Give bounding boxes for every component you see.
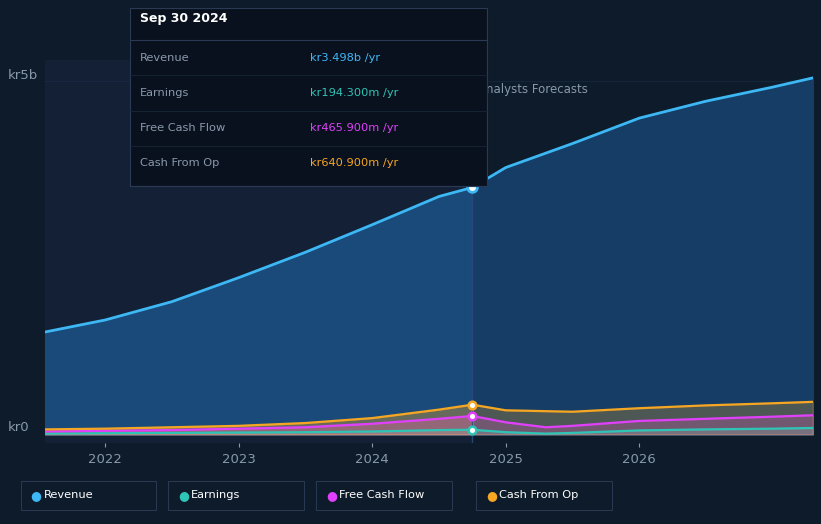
Text: Cash From Op: Cash From Op (140, 158, 219, 168)
Text: ●: ● (30, 489, 41, 501)
Text: ●: ● (178, 489, 189, 501)
Text: Cash From Op: Cash From Op (499, 490, 579, 500)
Text: ●: ● (326, 489, 337, 501)
Text: kr465.900m /yr: kr465.900m /yr (310, 123, 398, 133)
Text: kr0: kr0 (8, 421, 30, 433)
Text: kr3.498b /yr: kr3.498b /yr (310, 53, 380, 63)
Text: ●: ● (486, 489, 497, 501)
Bar (472, 60, 813, 443)
Text: Earnings: Earnings (140, 88, 189, 98)
Text: Sep 30 2024: Sep 30 2024 (140, 12, 227, 25)
Text: Free Cash Flow: Free Cash Flow (140, 123, 225, 133)
Text: Free Cash Flow: Free Cash Flow (339, 490, 424, 500)
Text: Earnings: Earnings (191, 490, 241, 500)
Text: kr5b: kr5b (8, 70, 39, 82)
Text: Revenue: Revenue (140, 53, 189, 63)
Text: Analysts Forecasts: Analysts Forecasts (478, 83, 588, 96)
Text: Revenue: Revenue (44, 490, 93, 500)
Text: kr194.300m /yr: kr194.300m /yr (310, 88, 399, 98)
Bar (45, 60, 472, 443)
Text: kr640.900m /yr: kr640.900m /yr (310, 158, 398, 168)
Text: Past: Past (443, 83, 467, 96)
